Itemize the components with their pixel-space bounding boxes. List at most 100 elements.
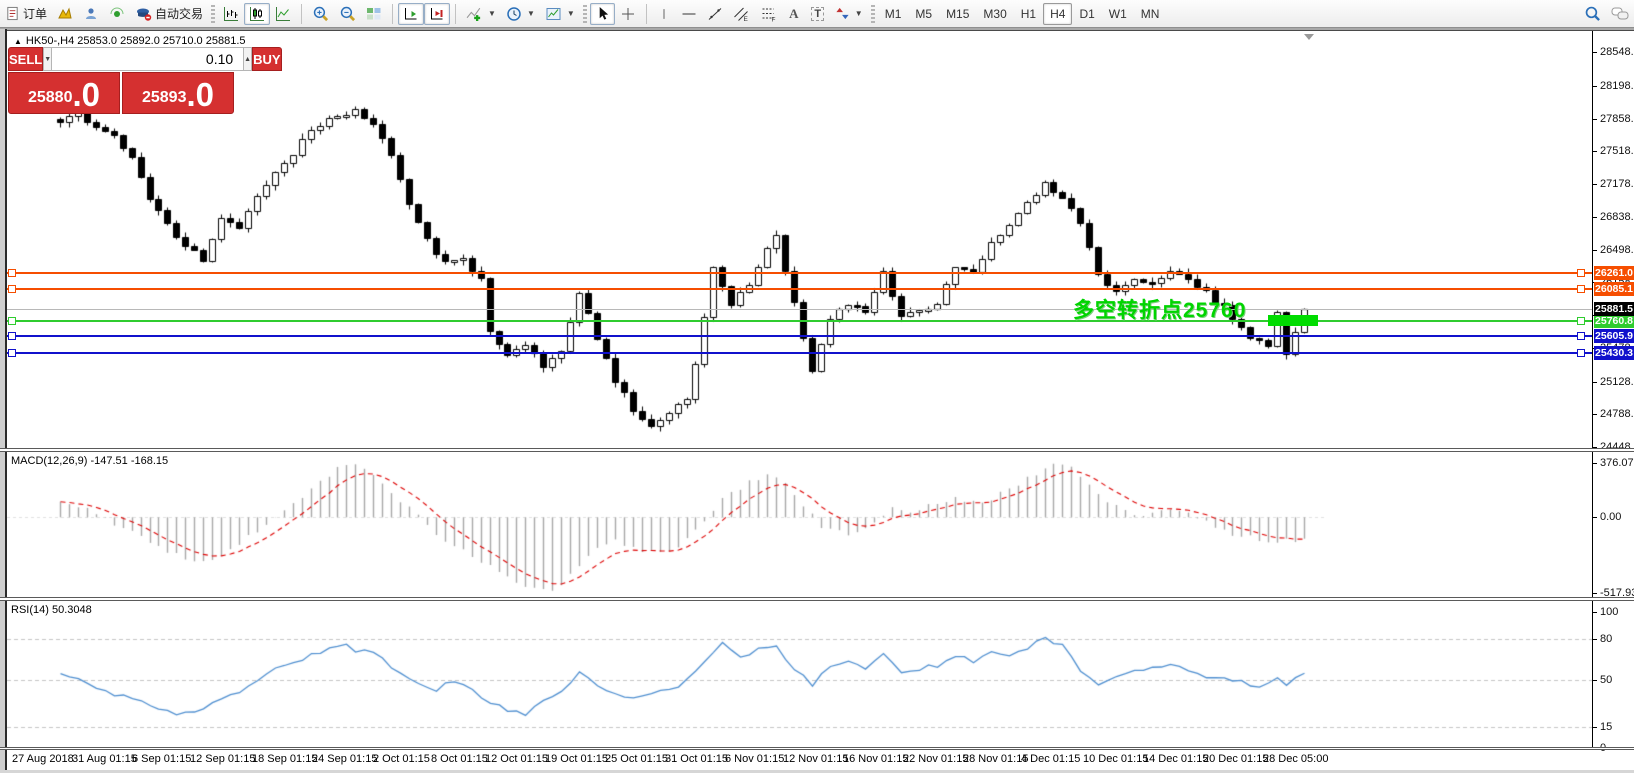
price-axis[interactable]: 28548.0 28198.0 27858.0 27518.0 27178.0 26838… xyxy=(1592,31,1634,754)
periods-button[interactable]: ▼ xyxy=(501,3,540,25)
price-tick-label: 26838.0 xyxy=(1600,211,1634,223)
hline-handle[interactable] xyxy=(8,269,16,277)
date-label: 27 Aug 2018 xyxy=(12,753,74,765)
line-chart-button[interactable] xyxy=(270,3,296,25)
toolbar-separator xyxy=(645,3,647,24)
volume-decrease-button[interactable]: ▼ xyxy=(43,47,53,71)
pivot-annotation-rectangle[interactable] xyxy=(1268,315,1318,326)
rsi-pane[interactable]: RSI(14) 50.3048 xyxy=(7,601,1592,747)
hline-handle[interactable] xyxy=(1577,285,1585,293)
equidistant-channel-button[interactable]: E xyxy=(728,3,755,25)
profile-button[interactable] xyxy=(78,3,104,25)
buy-price-tile[interactable]: 25893.0 xyxy=(122,72,234,114)
hline-handle[interactable] xyxy=(1577,349,1585,357)
templates-button[interactable]: ▼ xyxy=(540,3,580,25)
date-label: 6 Nov 01:15 xyxy=(725,753,785,765)
horizontal-line-object[interactable] xyxy=(7,335,1592,337)
date-label: 2 Oct 01:15 xyxy=(373,753,430,765)
macd-canvas[interactable] xyxy=(7,452,1592,597)
toolbar-drag-handle[interactable] xyxy=(582,4,587,23)
horizontal-line-object[interactable] xyxy=(7,288,1592,290)
svg-text:E: E xyxy=(743,16,748,22)
timeframe-w1[interactable]: W1 xyxy=(1108,6,1127,21)
timeframe-m5[interactable]: M5 xyxy=(915,6,933,21)
axis-tick xyxy=(1593,184,1597,185)
cursor-button[interactable] xyxy=(589,2,615,25)
pane-separator[interactable] xyxy=(0,448,1634,452)
timeframe-h1[interactable]: H1 xyxy=(1020,6,1037,21)
hline-handle[interactable] xyxy=(8,349,16,357)
volume-input[interactable] xyxy=(52,47,244,71)
hline-handle[interactable] xyxy=(1577,332,1585,340)
toolbar-drag-handle[interactable] xyxy=(211,4,216,23)
text-button[interactable]: A xyxy=(782,3,806,25)
cursor-icon xyxy=(599,6,608,20)
chevron-down-icon: ▼ xyxy=(488,9,496,18)
autotrading-button[interactable]: 自动交易 xyxy=(130,3,208,25)
toolbar-drag-handle[interactable] xyxy=(870,4,875,23)
axis-tick xyxy=(1593,639,1597,640)
fibonacci-button[interactable]: F xyxy=(755,3,782,25)
arrows-icon xyxy=(836,7,849,20)
horizontal-line-object[interactable] xyxy=(7,352,1592,354)
hline-handle[interactable] xyxy=(8,317,16,325)
hline-handle[interactable] xyxy=(1577,269,1585,277)
horizontal-line-button[interactable] xyxy=(676,3,702,25)
macd-pane[interactable]: MACD(12,26,9) -147.51 -168.15 xyxy=(7,452,1592,597)
pane-separator[interactable] xyxy=(0,597,1634,601)
hline-handle[interactable] xyxy=(8,285,16,293)
bar-chart-button[interactable] xyxy=(218,3,244,25)
buy-price-main: 25893 xyxy=(141,89,187,106)
date-label: 16 Nov 01:15 xyxy=(843,753,909,765)
sell-price-tile[interactable]: 25880.0 xyxy=(8,72,120,114)
hline-handle[interactable] xyxy=(1577,317,1585,325)
axis-tick xyxy=(1593,217,1597,218)
chat-button[interactable] xyxy=(1606,3,1634,25)
axis-tick xyxy=(1593,727,1597,728)
rsi-tick-label: 15 xyxy=(1600,721,1613,733)
timeframe-m1[interactable]: M1 xyxy=(884,6,902,21)
buy-button[interactable]: BUY xyxy=(252,47,282,71)
horizontal-line-object[interactable] xyxy=(7,272,1592,274)
zoom-in-icon xyxy=(313,6,329,22)
timeframe-m30[interactable]: M30 xyxy=(983,6,1007,21)
chevron-down-icon: ▼ xyxy=(526,9,535,18)
axis-tick xyxy=(1593,86,1597,87)
chart-title: ▲ HK50-,H4 25853.0 25892.0 25710.0 25881.… xyxy=(14,35,246,47)
indicators-button[interactable]: ▼ xyxy=(461,3,501,25)
hline-handle[interactable] xyxy=(8,332,16,340)
price-chart-pane[interactable]: ▲ HK50-,H4 25853.0 25892.0 25710.0 25881.… xyxy=(7,31,1592,448)
tile-windows-button[interactable] xyxy=(361,3,387,25)
price-line-tag: 25430.3 xyxy=(1594,346,1634,360)
timeframe-h4[interactable]: H4 xyxy=(1043,2,1073,25)
bar-chart-icon xyxy=(224,6,239,21)
timeframe-d1[interactable]: D1 xyxy=(1079,6,1095,21)
autoscroll-button[interactable] xyxy=(398,2,425,25)
crosshair-button[interactable] xyxy=(615,3,641,25)
new-order-button[interactable]: 订单 xyxy=(0,3,52,25)
marketwatch-button[interactable] xyxy=(52,3,78,25)
collapse-triangle-icon[interactable]: ▲ xyxy=(14,37,22,46)
axis-tick xyxy=(1593,447,1597,448)
signals-button[interactable] xyxy=(104,3,130,25)
chart-shift-marker[interactable] xyxy=(1304,34,1314,40)
text-label-button[interactable]: T xyxy=(806,3,830,25)
chart-shift-button[interactable] xyxy=(424,2,451,25)
svg-text:F: F xyxy=(771,16,775,22)
trendline-button[interactable] xyxy=(702,3,728,25)
rsi-canvas[interactable] xyxy=(7,601,1592,747)
date-label: 12 Sep 01:15 xyxy=(190,753,256,765)
time-axis[interactable]: 27 Aug 2018 31 Aug 01:15 6 Sep 01:15 12 Sep… xyxy=(7,750,1592,770)
volume-increase-button[interactable]: ▲ xyxy=(243,47,253,71)
arrows-button[interactable]: ▼ xyxy=(830,3,868,25)
zoom-in-button[interactable] xyxy=(307,3,334,25)
zoom-out-button[interactable] xyxy=(334,3,361,25)
search-button[interactable] xyxy=(1579,3,1606,25)
vertical-line-button[interactable] xyxy=(652,3,676,25)
candlestick-canvas[interactable] xyxy=(7,31,1592,448)
sell-button[interactable]: SELL xyxy=(8,47,44,71)
timeframe-m15[interactable]: M15 xyxy=(946,6,970,21)
candlestick-chart-button[interactable] xyxy=(244,2,271,25)
timeframe-mn[interactable]: MN xyxy=(1140,6,1160,21)
horizontal-line-object[interactable] xyxy=(7,320,1592,322)
